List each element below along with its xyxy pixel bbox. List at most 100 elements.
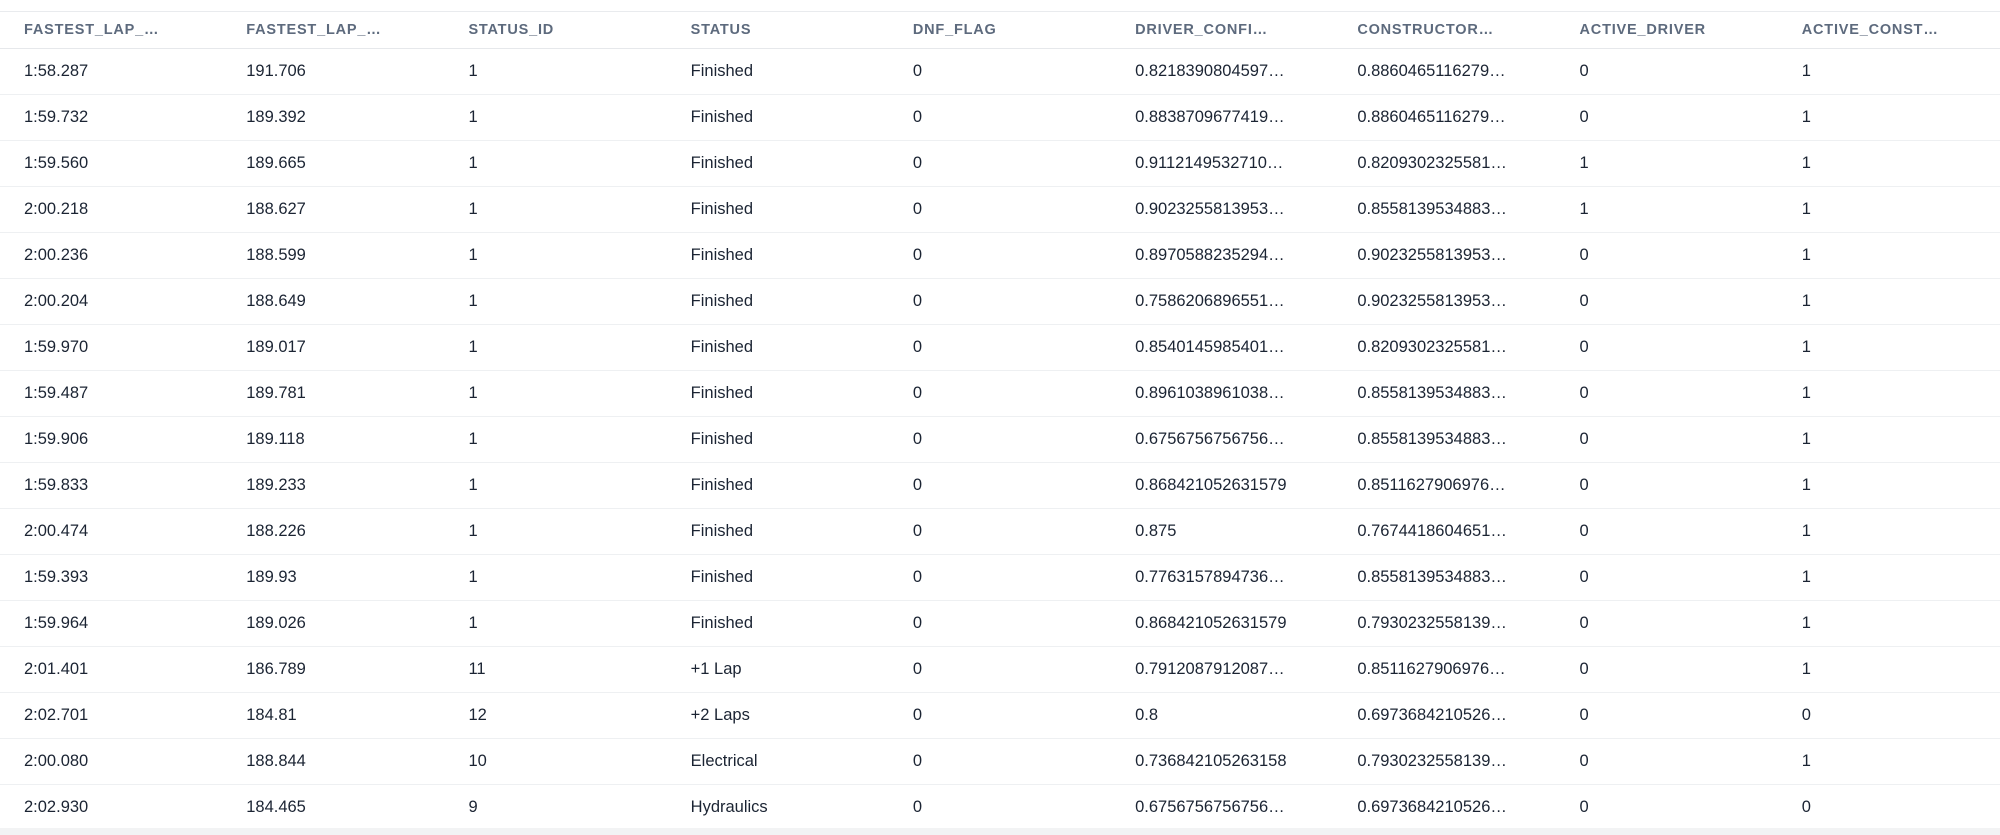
table-cell: 184.465 <box>222 784 445 831</box>
table-cell: 0.868421052631579 <box>1111 462 1334 509</box>
table-cell: 1 <box>444 140 667 187</box>
table-cell: 0 <box>1555 600 1778 647</box>
table-cell: 0.7930232558139… <box>1333 600 1556 647</box>
table-cell: 1 <box>1777 416 2000 463</box>
table-cell: 2:00.204 <box>0 278 223 325</box>
table-cell: +2 Laps <box>666 692 889 739</box>
table-cell: 1 <box>444 508 667 555</box>
table-cell: 1 <box>1777 324 2000 371</box>
column-header[interactable]: DNF_FLAG <box>888 11 1112 49</box>
table-row: 2:00.204 188.649 1 Finished 0 0.7586206896551… <box>0 278 2000 325</box>
table-cell: Finished <box>666 554 889 601</box>
table-cell: 189.017 <box>222 324 445 371</box>
table-row: 1:59.906 189.118 1 Finished 0 0.6756756756756… <box>0 416 2000 463</box>
table-cell: Finished <box>666 278 889 325</box>
table-body: 1:58.287 191.706 1 Finished 0 0.8218390804597… <box>0 48 2000 831</box>
table-cell: 0.9112149532710… <box>1111 140 1334 187</box>
table-cell: 188.226 <box>222 508 445 555</box>
table-cell: Finished <box>666 94 889 141</box>
table-cell: 0.8860465116279… <box>1333 94 1556 141</box>
table-cell: 2:00.218 <box>0 186 223 233</box>
table-row: 1:59.393 189.93 1 Finished 0 0.7763157894736…… <box>0 554 2000 601</box>
column-header[interactable]: ACTIVE_CONST… <box>1777 11 2000 49</box>
table-cell: 0.8218390804597… <box>1111 48 1334 95</box>
table-cell: 0 <box>888 140 1112 187</box>
table-cell: 0.8961038961038… <box>1111 370 1334 417</box>
table-cell: 1:59.970 <box>0 324 223 371</box>
table-cell: 0.7912087912087… <box>1111 646 1334 693</box>
table-cell: 189.781 <box>222 370 445 417</box>
table-cell: 189.392 <box>222 94 445 141</box>
table-cell: 10 <box>444 738 667 785</box>
table-cell: 11 <box>444 646 667 693</box>
table-cell: Finished <box>666 600 889 647</box>
table-cell: 0 <box>1555 462 1778 509</box>
column-header[interactable]: DRIVER_CONFI… <box>1111 11 1334 49</box>
table-cell: Finished <box>666 462 889 509</box>
table-cell: 1 <box>444 94 667 141</box>
table-cell: Finished <box>666 370 889 417</box>
table-cell: 2:00.080 <box>0 738 223 785</box>
table-header: FASTEST_LAP_… FASTEST_LAP_… STATUS_ID STATU… <box>0 11 2000 49</box>
table-cell: 0 <box>1555 48 1778 95</box>
table-cell: 1:59.560 <box>0 140 223 187</box>
table-cell: Hydraulics <box>666 784 889 831</box>
column-header[interactable]: CONSTRUCTOR… <box>1333 11 1556 49</box>
table-cell: 186.789 <box>222 646 445 693</box>
table-cell: 0 <box>888 232 1112 279</box>
table-cell: Finished <box>666 232 889 279</box>
table-cell: 2:00.236 <box>0 232 223 279</box>
table-cell: 1 <box>1777 646 2000 693</box>
table-cell: 1 <box>1555 186 1778 233</box>
table-cell: 1 <box>444 462 667 509</box>
table-cell: 0.9023255813953… <box>1333 278 1556 325</box>
table-cell: 0.8558139534883… <box>1333 186 1556 233</box>
table-cell: 188.844 <box>222 738 445 785</box>
table-row: 1:59.970 189.017 1 Finished 0 0.8540145985401… <box>0 324 2000 371</box>
column-header[interactable]: ACTIVE_DRIVER <box>1555 11 1778 49</box>
table-cell: 0.9023255813953… <box>1111 186 1334 233</box>
column-header[interactable]: STATUS_ID <box>444 11 667 49</box>
table-cell: 188.599 <box>222 232 445 279</box>
table-row: 1:59.732 189.392 1 Finished 0 0.8838709677419… <box>0 94 2000 141</box>
table-cell: 1 <box>1777 462 2000 509</box>
table-cell: 1 <box>1777 508 2000 555</box>
table-row: 2:00.236 188.599 1 Finished 0 0.8970588235294… <box>0 232 2000 279</box>
table-cell: 0 <box>1555 416 1778 463</box>
table-cell: 0 <box>888 784 1112 831</box>
table-cell: 2:02.930 <box>0 784 223 831</box>
column-header[interactable]: FASTEST_LAP_… <box>222 11 445 49</box>
table-cell: 0 <box>888 416 1112 463</box>
table-cell: 1 <box>1777 140 2000 187</box>
table-cell: 0 <box>1555 692 1778 739</box>
horizontal-scrollbar[interactable] <box>0 828 2000 835</box>
table-cell: 0.8558139534883… <box>1333 554 1556 601</box>
table-cell: 0 <box>888 48 1112 95</box>
table-cell: 0.736842105263158 <box>1111 738 1334 785</box>
table-cell: 1:59.487 <box>0 370 223 417</box>
table-cell: 1:59.833 <box>0 462 223 509</box>
table-cell: 1 <box>444 278 667 325</box>
table-cell: 0 <box>888 462 1112 509</box>
table-cell: 1 <box>1777 232 2000 279</box>
table-cell: Finished <box>666 140 889 187</box>
table-cell: 0 <box>1555 94 1778 141</box>
table-cell: 0 <box>888 692 1112 739</box>
table-cell: 1 <box>1555 140 1778 187</box>
table-cell: 0.6756756756756… <box>1111 416 1334 463</box>
table-cell: 0 <box>888 738 1112 785</box>
table-cell: Finished <box>666 324 889 371</box>
column-header[interactable]: STATUS <box>666 11 889 49</box>
table-cell: 0 <box>1555 278 1778 325</box>
table-cell: 1 <box>444 48 667 95</box>
column-header[interactable]: FASTEST_LAP_… <box>0 11 223 49</box>
table-cell: 0 <box>888 508 1112 555</box>
table-cell: 0 <box>888 600 1112 647</box>
table-cell: 0 <box>888 324 1112 371</box>
table-cell: 1 <box>444 186 667 233</box>
table-cell: 1 <box>444 416 667 463</box>
table-cell: 1:59.906 <box>0 416 223 463</box>
table-cell: 0.6756756756756… <box>1111 784 1334 831</box>
table-cell: 0 <box>1555 738 1778 785</box>
